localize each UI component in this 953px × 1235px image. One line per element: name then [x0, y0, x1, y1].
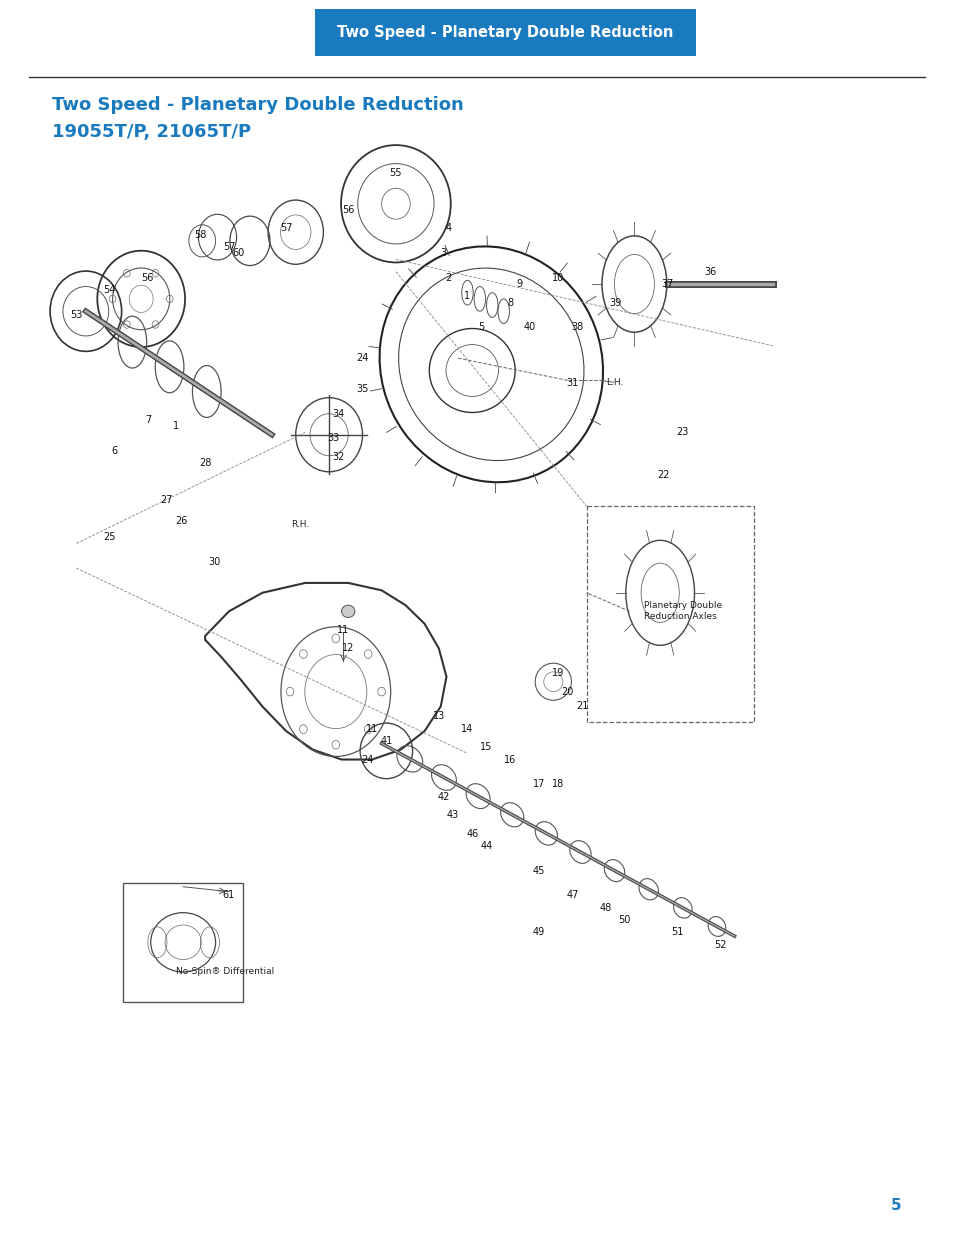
Text: 26: 26 [175, 516, 187, 526]
Text: 34: 34 [333, 409, 344, 419]
Text: 23: 23 [676, 427, 687, 437]
Text: No-Spin® Differential: No-Spin® Differential [176, 967, 274, 977]
Text: 30: 30 [209, 557, 220, 567]
Text: 10: 10 [552, 273, 563, 283]
Text: 28: 28 [199, 458, 211, 468]
Text: 46: 46 [466, 829, 477, 839]
Text: 14: 14 [461, 724, 473, 734]
Text: R.H.: R.H. [291, 520, 309, 530]
Text: 51: 51 [671, 927, 682, 937]
Text: 35: 35 [356, 384, 368, 394]
FancyBboxPatch shape [314, 9, 696, 56]
Text: 3: 3 [440, 248, 446, 258]
Text: 37: 37 [661, 279, 673, 289]
Text: 6: 6 [112, 446, 117, 456]
Text: 2: 2 [445, 273, 451, 283]
Text: 24: 24 [361, 755, 373, 764]
Text: 15: 15 [480, 742, 492, 752]
Text: 31: 31 [566, 378, 578, 388]
Text: 53: 53 [71, 310, 82, 320]
Text: 22: 22 [656, 471, 669, 480]
Text: 11: 11 [337, 625, 349, 635]
Text: 12: 12 [342, 643, 354, 653]
Text: 1: 1 [173, 421, 179, 431]
Text: 19055T/P, 21065T/P: 19055T/P, 21065T/P [52, 124, 252, 141]
Text: 60: 60 [233, 248, 244, 258]
Text: 5: 5 [890, 1198, 901, 1213]
Text: Planetary Double
Reduction Axles: Planetary Double Reduction Axles [643, 601, 721, 621]
Text: 41: 41 [380, 736, 392, 746]
Text: 38: 38 [571, 322, 582, 332]
Text: 25: 25 [103, 532, 116, 542]
Text: 5: 5 [478, 322, 484, 332]
Ellipse shape [341, 605, 355, 618]
Text: 9: 9 [517, 279, 522, 289]
Text: 56: 56 [342, 205, 354, 215]
Text: 13: 13 [433, 711, 444, 721]
Text: 55: 55 [389, 168, 402, 178]
Text: L.H.: L.H. [605, 378, 622, 388]
Text: 17: 17 [533, 779, 544, 789]
Text: 16: 16 [504, 755, 516, 764]
Text: 57: 57 [222, 242, 235, 252]
Text: 40: 40 [523, 322, 535, 332]
Text: 56: 56 [142, 273, 153, 283]
Text: 27: 27 [160, 495, 173, 505]
Text: 18: 18 [552, 779, 563, 789]
Text: 39: 39 [609, 298, 620, 308]
Text: 57: 57 [279, 224, 293, 233]
Text: 11: 11 [366, 724, 377, 734]
Text: 4: 4 [445, 224, 451, 233]
Text: 61: 61 [223, 890, 234, 900]
Text: 58: 58 [194, 230, 206, 240]
Text: 48: 48 [599, 903, 611, 913]
Text: Two Speed - Planetary Double Reduction: Two Speed - Planetary Double Reduction [337, 25, 673, 40]
Text: 43: 43 [447, 810, 458, 820]
Text: 44: 44 [480, 841, 492, 851]
Text: 21: 21 [576, 701, 587, 711]
Text: 24: 24 [356, 353, 368, 363]
Text: 32: 32 [333, 452, 344, 462]
Text: 7: 7 [145, 415, 151, 425]
FancyBboxPatch shape [123, 883, 243, 1002]
Text: 1: 1 [464, 291, 470, 301]
Text: 49: 49 [533, 927, 544, 937]
Text: Two Speed - Planetary Double Reduction: Two Speed - Planetary Double Reduction [52, 96, 464, 114]
Text: 36: 36 [704, 267, 716, 277]
Text: 8: 8 [507, 298, 513, 308]
Text: 54: 54 [104, 285, 115, 295]
Text: 33: 33 [328, 433, 339, 443]
Text: 47: 47 [566, 890, 578, 900]
Text: 19: 19 [552, 668, 563, 678]
Text: 20: 20 [561, 687, 573, 697]
Text: 52: 52 [713, 940, 726, 950]
Text: 45: 45 [533, 866, 544, 876]
Text: 42: 42 [437, 792, 449, 802]
Text: 50: 50 [618, 915, 630, 925]
